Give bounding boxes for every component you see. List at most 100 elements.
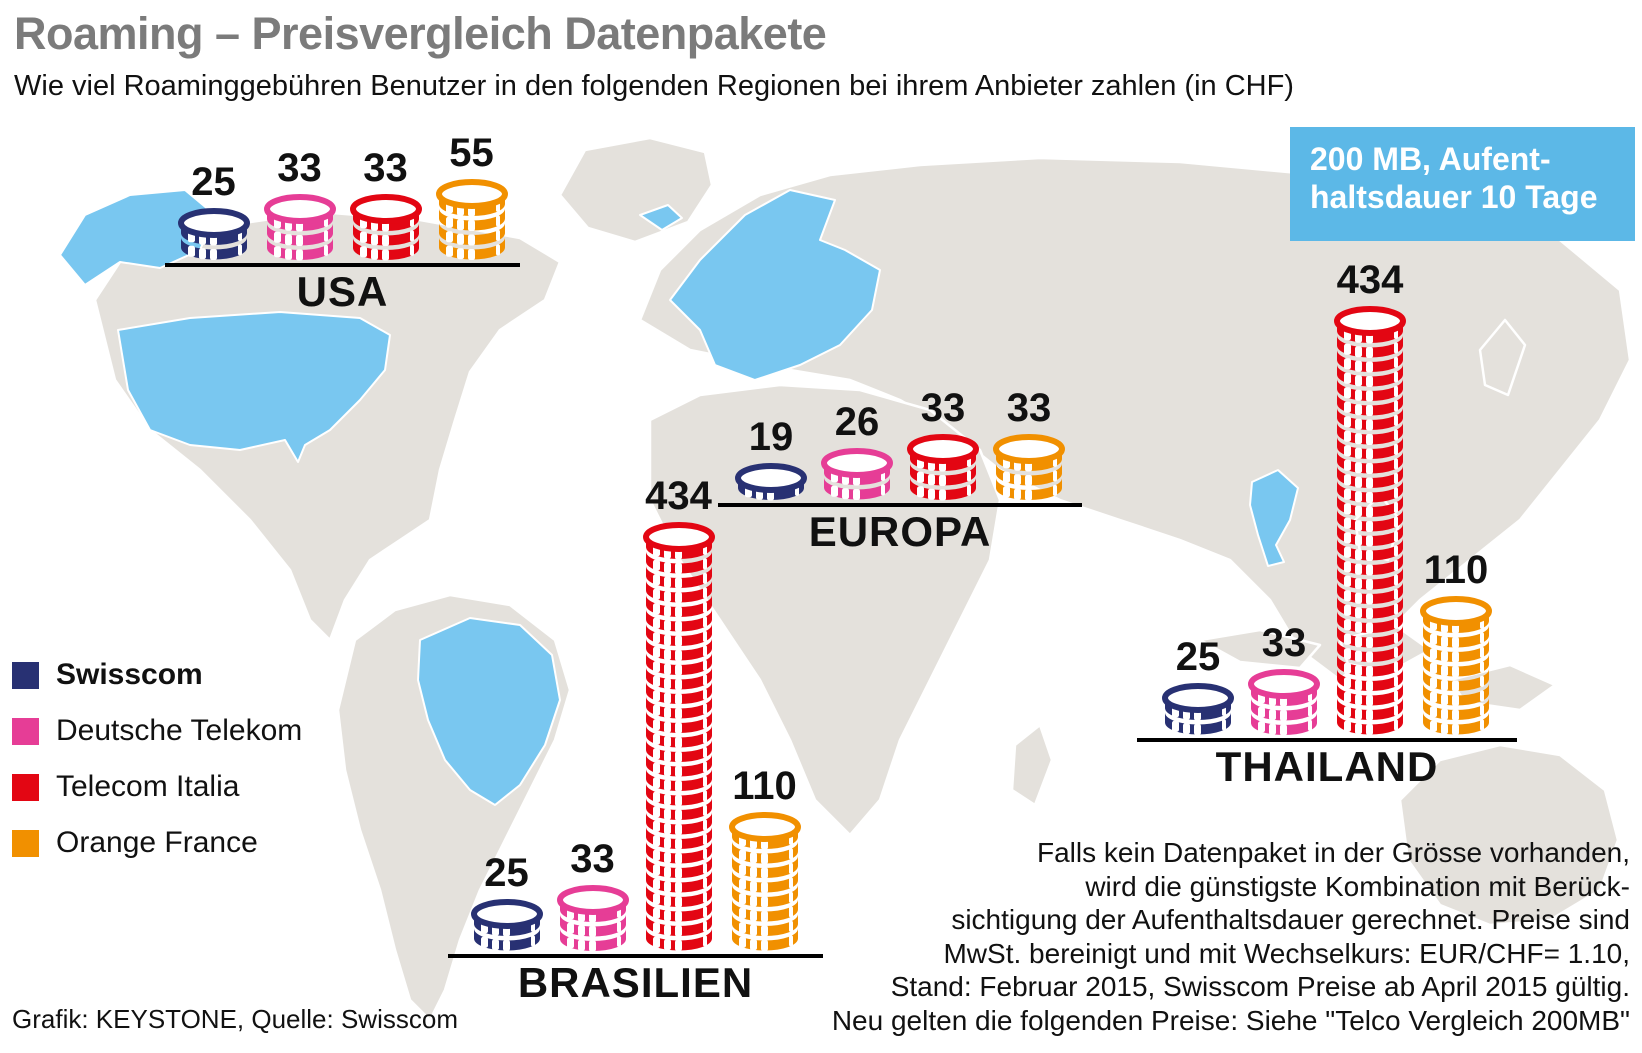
coin-stack-orange-france: 110 (728, 764, 802, 954)
callout-line1: 200 MB, Aufent- (1310, 141, 1551, 177)
map-greenland (558, 136, 714, 244)
map-highlight-thailand (1249, 469, 1299, 567)
baseline (165, 263, 520, 267)
coin-stack-deutsche-telekom: 33 (556, 837, 630, 954)
coin-stack-graphic (1334, 306, 1406, 735)
legend-item-orange-france: Orange France (12, 826, 302, 860)
value-label: 33 (570, 837, 615, 881)
value-label: 26 (834, 400, 880, 444)
note-line: MwSt. bereinigt und mit Wechselkurs: EUR… (943, 937, 1630, 969)
legend: Swisscom Deutsche Telekom Telecom Italia Or… (12, 658, 302, 882)
coin-stack-deutsche-telekom: 26 (820, 400, 894, 503)
legend-label: Telecom Italia (56, 770, 240, 803)
value-label: 33 (363, 146, 408, 190)
coin-stack-graphic (993, 434, 1065, 501)
note-line: sichtigung der Aufenthaltsdauer gerechne… (951, 904, 1630, 935)
map-japan (1478, 318, 1527, 397)
callout-box: 200 MB, Aufent- haltsdauer 10 Tage (1290, 127, 1635, 241)
coin-stack-graphic (642, 522, 715, 951)
map-highlight-europe (669, 189, 881, 381)
methodology-note: Falls kein Datenpaket in der Grösse vorh… (832, 836, 1630, 1037)
coin-stack-swisscom: 19 (734, 415, 808, 503)
coin-stack-graphic (907, 434, 979, 501)
legend-swatch (12, 773, 39, 801)
page-subtitle: Wie viel Roaminggebühren Benutzer in den… (14, 70, 1294, 102)
legend-label: Orange France (56, 826, 258, 859)
note-line: Neu gelten die folgenden Preise: Siehe "… (831, 1004, 1630, 1036)
value-label: 110 (1423, 548, 1489, 592)
map-highlight-usa (117, 311, 391, 463)
stack-row: 25 33 33 55 (177, 131, 509, 263)
region-group-brasilien: 25 33 434 110 BRASILIEN (448, 474, 823, 1006)
value-label: 33 (1006, 386, 1052, 430)
region-group-europa: 19 26 33 33 EUROPA (718, 386, 1082, 555)
value-label: 110 (732, 764, 797, 808)
stack-row: 19 26 33 33 (734, 386, 1066, 503)
coin-stack-swisscom: 25 (1161, 635, 1235, 738)
credit-line: Grafik: KEYSTONE, Quelle: Swisscom (12, 1004, 458, 1034)
coin-stack-telecom-italia: 33 (349, 146, 423, 263)
coin-stack-deutsche-telekom: 33 (1247, 621, 1321, 738)
callout-line2: haltsdauer 10 Tage (1310, 179, 1598, 215)
value-label: 25 (191, 160, 236, 204)
value-label: 33 (920, 386, 966, 430)
legend-item-swisscom: Swisscom (12, 658, 302, 692)
coin-stack-swisscom: 25 (177, 160, 251, 263)
coin-stack-graphic (177, 208, 250, 260)
coin-stack-graphic (735, 463, 807, 501)
coin-stack-telecom-italia: 434 (1333, 258, 1407, 738)
note-line: Stand: Februar 2015, Swisscom Preise ab … (890, 971, 1630, 1002)
legend-swatch (12, 829, 39, 857)
coin-stack-graphic (349, 194, 422, 261)
value-label: 434 (645, 474, 712, 518)
map-highlight-brazil (417, 617, 561, 806)
legend-swatch (12, 661, 39, 689)
legend-label: Swisscom (56, 658, 203, 691)
coin-stack-orange-france: 33 (992, 386, 1066, 503)
region-label: EUROPA (808, 508, 992, 555)
map-australia (1398, 743, 1620, 927)
baseline (448, 954, 823, 958)
coin-stack-orange-france: 110 (1419, 548, 1493, 738)
coin-stack-telecom-italia: 33 (906, 386, 980, 503)
baseline (1137, 738, 1517, 742)
map-highlight-iceland (639, 204, 683, 231)
coin-stack-deutsche-telekom: 33 (263, 146, 337, 263)
coin-stack-graphic (728, 812, 801, 951)
region-label: USA (296, 268, 389, 315)
legend-swatch (12, 717, 39, 745)
coin-stack-graphic (821, 448, 893, 500)
page-title: Roaming – Preisvergleich Datenpakete (14, 8, 827, 59)
value-label: 19 (748, 415, 794, 459)
note-line: wird die günstigste Kombination mit Berü… (1085, 870, 1630, 902)
stack-row: 25 33 434 110 (470, 474, 802, 954)
legend-item-deutsche-telekom: Deutsche Telekom (12, 714, 302, 748)
coin-stack-graphic (1162, 683, 1234, 735)
coin-stack-graphic (1420, 596, 1492, 735)
baseline (718, 503, 1082, 507)
coin-stack-graphic (263, 194, 336, 261)
legend-item-telecom-italia: Telecom Italia (12, 770, 302, 804)
note-line: Falls kein Datenpaket in der Grösse vorh… (1037, 837, 1630, 868)
coin-stack-graphic (470, 899, 543, 951)
coin-stack-graphic (435, 179, 508, 260)
legend-label: Deutsche Telekom (56, 714, 303, 747)
stack-row: 25 33 434 110 (1161, 258, 1493, 738)
value-label: 25 (1175, 635, 1221, 679)
coin-stack-graphic (556, 885, 629, 952)
coin-stack-swisscom: 25 (470, 851, 544, 954)
coin-stack-telecom-italia: 434 (642, 474, 716, 954)
region-group-usa: 25 33 33 55 USA (165, 131, 520, 315)
value-label: 25 (484, 851, 529, 895)
value-label: 55 (449, 131, 494, 175)
region-label: BRASILIEN (517, 959, 754, 1006)
map-indonesia (1198, 628, 1322, 670)
value-label: 434 (1336, 258, 1404, 302)
region-label: THAILAND (1215, 743, 1439, 790)
value-label: 33 (1261, 621, 1307, 665)
region-group-thailand: 25 33 434 110 THAILAND (1137, 258, 1517, 790)
coin-stack-graphic (1248, 669, 1320, 736)
coin-stack-orange-france: 55 (435, 131, 509, 263)
value-label: 33 (277, 146, 322, 190)
